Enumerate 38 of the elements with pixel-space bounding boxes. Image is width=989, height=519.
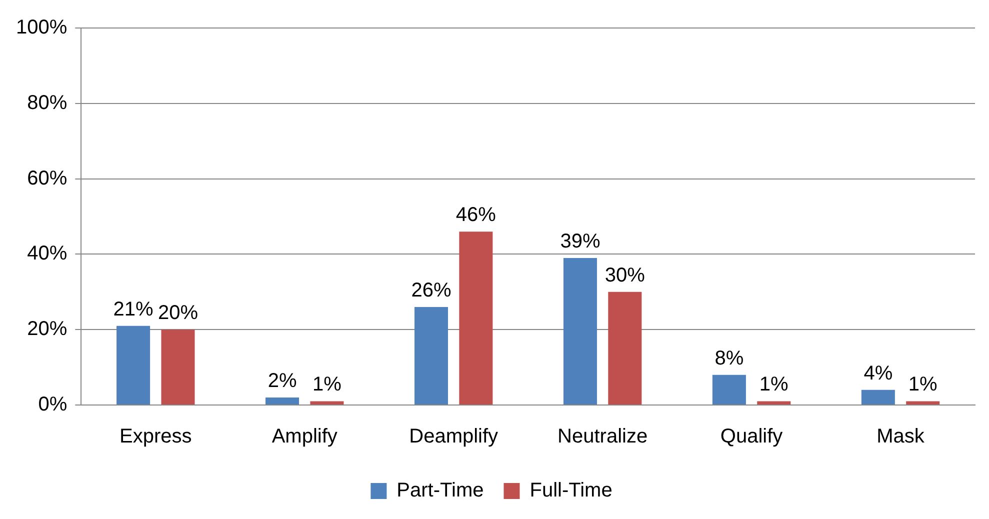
data-label: 1% [759,374,789,396]
bar [757,401,791,404]
bar [161,330,195,404]
x-tick-label: Qualify [720,426,783,448]
data-label: 26% [411,279,452,302]
x-tick-label: Neutralize [558,426,648,448]
data-label: 20% [158,302,198,324]
y-tick-label: 80% [27,92,68,114]
data-label: 4% [864,362,893,384]
y-tick-label: 40% [27,242,68,265]
x-tick-label: Express [120,426,192,448]
bar [459,232,493,404]
bar [906,401,940,404]
data-label: 1% [312,374,342,396]
x-tick-label: Mask [876,426,926,448]
bar [563,258,597,404]
bar [712,374,746,404]
y-tick-label: 0% [38,394,68,416]
legend-label: Full-Time [530,480,612,502]
data-label: 2% [268,370,297,392]
legend-label: Part-Time [396,480,484,502]
bar [116,326,150,404]
data-label: 46% [456,204,496,226]
data-label: 1% [908,374,938,396]
data-label: 39% [560,230,600,252]
x-tick-label: Amplify [272,426,338,448]
data-label: 30% [604,264,646,286]
x-tick-label: Deamplify [409,426,498,448]
bar [861,390,895,404]
y-tick-label: 20% [27,318,68,340]
bar [414,306,448,404]
bar [310,401,344,404]
bar [266,397,300,404]
y-tick-label: 60% [27,167,68,190]
y-tick-label: 100% [16,16,68,39]
data-label: 8% [714,347,744,370]
bar [608,292,642,404]
data-label: 21% [113,298,154,320]
